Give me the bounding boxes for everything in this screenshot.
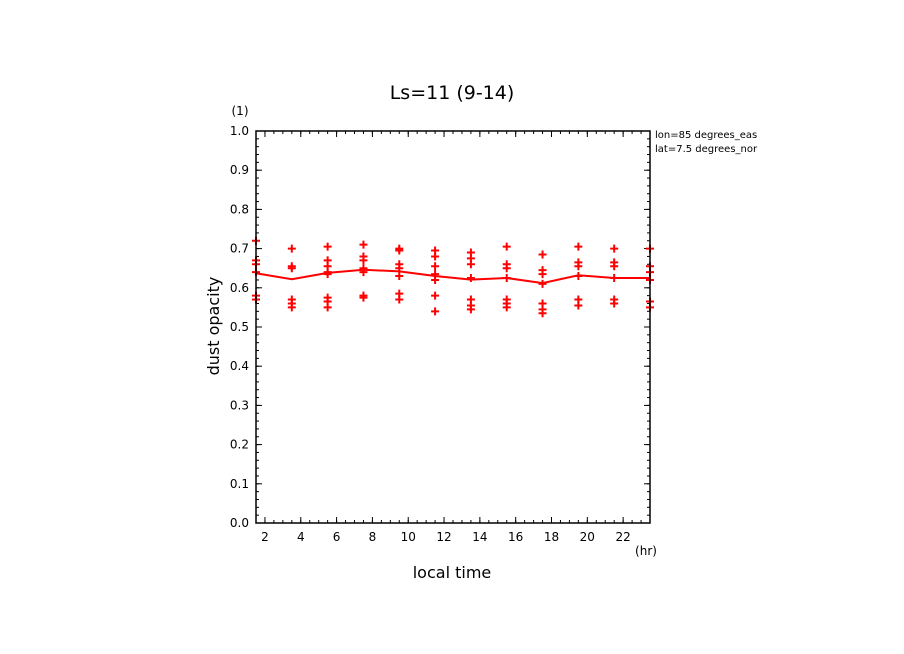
x-axis-unit: (hr) <box>635 544 657 558</box>
data-point <box>610 244 619 253</box>
y-tick-label: 0.0 <box>230 516 249 530</box>
data-point <box>574 262 583 271</box>
x-tick-label: 6 <box>333 530 341 544</box>
y-tick-label: 0.4 <box>230 359 249 373</box>
x-tick-label: 4 <box>297 530 305 544</box>
data-point <box>323 242 332 251</box>
chart-title: Ls=11 (9-14) <box>390 82 515 104</box>
data-point <box>538 309 547 318</box>
data-point <box>431 262 440 271</box>
y-axis-title: dust opacity <box>204 277 223 376</box>
x-tick-label: 10 <box>401 530 416 544</box>
x-tick-label: 14 <box>472 530 487 544</box>
data-point <box>574 242 583 251</box>
x-tick-label: 12 <box>436 530 451 544</box>
data-point <box>395 272 404 281</box>
data-point <box>502 242 511 251</box>
data-point <box>610 299 619 308</box>
data-point <box>359 268 368 277</box>
y-tick-label: 0.7 <box>230 242 249 256</box>
data-point <box>574 301 583 310</box>
data-point <box>538 270 547 279</box>
x-tick-label: 18 <box>544 530 559 544</box>
data-marks <box>252 236 654 318</box>
data-point <box>431 291 440 300</box>
data-point <box>323 303 332 312</box>
data-point <box>502 303 511 312</box>
y-tick-label: 0.5 <box>230 320 249 334</box>
y-tick-label: 0.3 <box>230 398 249 412</box>
data-point <box>466 305 475 314</box>
x-tick-label: 20 <box>580 530 595 544</box>
y-tick-label: 0.2 <box>230 438 249 452</box>
y-axis-unit: (1) <box>232 104 249 118</box>
data-point <box>502 274 511 282</box>
x-axis-title: local time <box>413 563 492 582</box>
data-point <box>574 272 583 281</box>
data-point <box>538 279 547 288</box>
annotation-lon: lon=85 degrees_eas <box>655 130 757 141</box>
data-point <box>610 274 619 282</box>
data-point <box>538 250 547 259</box>
y-tick-label: 0.1 <box>230 477 249 491</box>
data-point <box>323 270 332 279</box>
plot-frame <box>255 130 651 524</box>
y-tick-label: 0.8 <box>230 202 249 216</box>
annotation-lat: lat=7.5 degrees_nor <box>655 144 758 155</box>
y-tick-label: 0.6 <box>230 281 249 295</box>
data-point <box>466 274 475 282</box>
data-point <box>431 307 440 316</box>
axis-ticks: 0.0 0.1 0.2 0.3 0.4 0.5 0.6 0.7 0.8 0.9 1.0 2 4 6 8 10 1… <box>230 124 651 544</box>
data-point <box>359 240 368 249</box>
data-point <box>395 264 404 273</box>
y-tick-label: 1.0 <box>230 124 249 138</box>
data-point <box>287 264 296 273</box>
x-tick-label: 22 <box>615 530 630 544</box>
data-point <box>395 246 404 255</box>
data-point <box>431 252 440 261</box>
data-point <box>610 262 619 271</box>
data-point <box>359 293 368 302</box>
data-point <box>287 303 296 312</box>
mean-line <box>255 268 650 285</box>
data-point <box>395 295 404 304</box>
y-tick-label: 0.9 <box>230 163 249 177</box>
x-tick-label: 8 <box>369 530 377 544</box>
x-tick-label: 2 <box>261 530 269 544</box>
data-point <box>431 275 440 284</box>
data-point <box>502 264 511 273</box>
x-tick-label: 16 <box>508 530 523 544</box>
data-point <box>466 260 475 269</box>
data-point <box>359 256 368 265</box>
data-point <box>287 244 296 253</box>
